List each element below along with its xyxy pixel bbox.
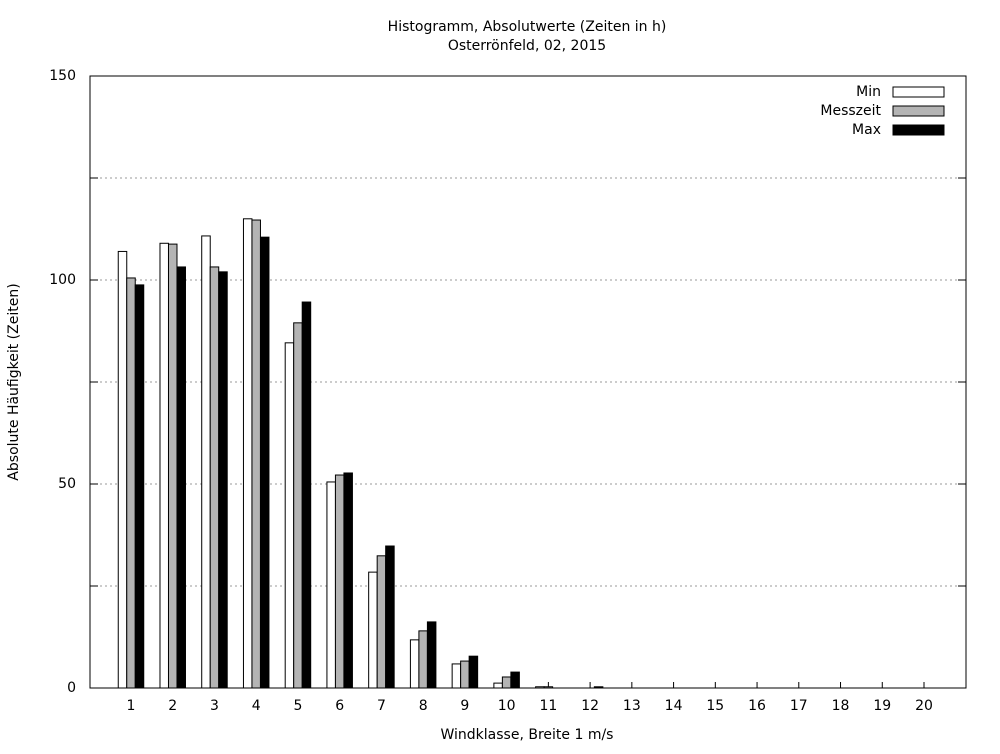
bar xyxy=(251,219,261,689)
y-tick-label: 50 xyxy=(58,476,76,492)
chart-subtitle: Osterrönfeld, 02, 2015 xyxy=(448,38,606,54)
bar xyxy=(293,322,303,689)
chart-title: Histogramm, Absolutwerte (Zeiten in h) xyxy=(388,19,667,35)
y-tick-label: 0 xyxy=(67,680,76,696)
x-tick-label: 3 xyxy=(210,698,219,714)
x-tick-label: 12 xyxy=(581,698,599,714)
bar xyxy=(451,663,462,689)
bar xyxy=(426,621,437,689)
x-tick-label: 15 xyxy=(706,698,724,714)
y-tick-label: 100 xyxy=(49,272,76,288)
x-tick-label: 11 xyxy=(539,698,557,714)
x-tick-label: 9 xyxy=(460,698,469,714)
x-tick-label: 17 xyxy=(790,698,808,714)
bar xyxy=(334,474,345,689)
bar xyxy=(409,639,420,689)
bar xyxy=(368,571,378,689)
bar xyxy=(259,236,270,689)
x-tick-label: 6 xyxy=(335,698,344,714)
bar xyxy=(326,481,336,689)
bar xyxy=(284,342,295,689)
bar xyxy=(201,235,211,689)
bar xyxy=(167,243,178,689)
bar xyxy=(218,271,228,689)
bar xyxy=(343,472,353,689)
x-tick-label: 14 xyxy=(665,698,683,714)
legend-label: Min xyxy=(856,84,881,100)
bar xyxy=(301,301,312,689)
x-axis-label: Windklasse, Breite 1 m/s xyxy=(441,727,614,743)
bar xyxy=(460,660,470,689)
plot-frame xyxy=(89,75,967,689)
x-tick-label: 4 xyxy=(252,698,261,714)
legend-swatch xyxy=(892,124,945,136)
legend-label: Max xyxy=(852,122,881,138)
x-tick-label: 5 xyxy=(293,698,302,714)
bar xyxy=(593,686,604,689)
bar xyxy=(468,655,479,689)
bar xyxy=(209,266,220,689)
legend-swatch xyxy=(892,86,945,98)
legend-swatch xyxy=(892,105,945,117)
bar xyxy=(176,266,186,689)
x-tick-label: 8 xyxy=(419,698,428,714)
bar xyxy=(376,555,387,689)
bar xyxy=(134,284,145,689)
bar xyxy=(510,671,520,689)
bar xyxy=(385,545,395,689)
bar xyxy=(159,242,169,689)
bar xyxy=(543,686,554,689)
bar xyxy=(126,277,136,689)
x-tick-label: 10 xyxy=(498,698,516,714)
x-tick-label: 1 xyxy=(127,698,136,714)
x-tick-label: 2 xyxy=(168,698,177,714)
x-tick-label: 16 xyxy=(748,698,766,714)
bar xyxy=(242,218,253,689)
x-tick-label: 7 xyxy=(377,698,386,714)
x-tick-label: 18 xyxy=(832,698,850,714)
bar xyxy=(501,676,512,689)
y-axis-label: Absolute Häufigkeit (Zeiten) xyxy=(6,283,22,480)
legend-label: Messzeit xyxy=(820,103,881,119)
x-tick-label: 19 xyxy=(873,698,891,714)
y-tick-label: 150 xyxy=(49,68,76,84)
bar xyxy=(418,630,428,689)
x-tick-label: 13 xyxy=(623,698,641,714)
bar xyxy=(493,682,503,689)
x-tick-label: 20 xyxy=(915,698,933,714)
bar xyxy=(117,250,128,689)
bar xyxy=(535,686,545,689)
